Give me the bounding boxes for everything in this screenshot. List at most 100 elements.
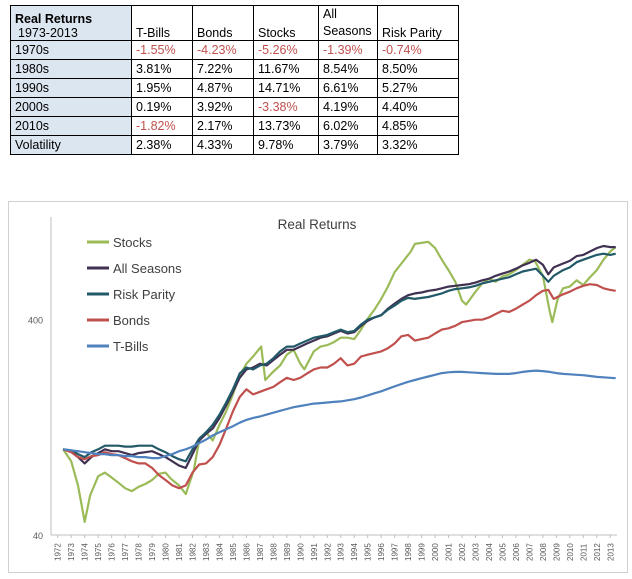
x-tick-label: 1993 (337, 543, 346, 561)
row-label: 1990s (10, 78, 132, 98)
x-tick-label: 2000 (431, 543, 440, 561)
x-tick-label: 2013 (606, 543, 615, 561)
table-cell: -0.74% (377, 40, 459, 60)
table-cell: 7.22% (192, 59, 254, 79)
table-corner-cell: Real Returns 1973-2013 (10, 5, 132, 41)
y-tick-label: 40 (33, 531, 43, 541)
x-tick-label: 2004 (485, 543, 494, 561)
x-tick-label: 2011 (579, 543, 588, 561)
table-cell: 3.81% (131, 59, 193, 79)
table-cell: 5.27% (377, 78, 459, 98)
table-cell: 4.19% (318, 97, 378, 117)
x-tick-label: 1983 (202, 543, 211, 561)
x-tick-label: 1981 (175, 543, 184, 561)
x-tick-label: 1989 (283, 543, 292, 561)
x-tick-label: 1987 (256, 543, 265, 561)
table-body: 1970s -1.55% -4.23% -5.26% -1.39% -0.74% 1980s… (10, 40, 459, 155)
x-tick-label: 1986 (242, 543, 251, 561)
column-header-all-seasons: All Seasons (318, 5, 378, 41)
x-tick-label: 2010 (566, 543, 575, 561)
x-tick-label: 2007 (525, 543, 534, 561)
table-cell: 13.73% (253, 116, 319, 136)
table-cell: 14.71% (253, 78, 319, 98)
table-cell: -5.26% (253, 40, 319, 60)
x-tick-label: 1995 (364, 543, 373, 561)
table-cell: 2.17% (192, 116, 254, 136)
row-label: 1970s (10, 40, 132, 60)
x-tick-label: 1980 (162, 543, 171, 561)
legend-label: Bonds (113, 313, 150, 328)
x-tick-label: 2001 (445, 543, 454, 561)
table-row: 1970s -1.55% -4.23% -5.26% -1.39% -0.74% (10, 40, 459, 60)
column-header-stocks: Stocks (253, 5, 319, 41)
x-tick-label: 1991 (310, 543, 319, 561)
x-tick-label: 1996 (377, 543, 386, 561)
real-returns-chart: Stocks All Seasons Risk Parity Bonds T-Bills… (28, 217, 617, 561)
x-tick-label: 2002 (458, 543, 467, 561)
table-header-row: Real Returns 1973-2013 T-Bills Bonds Sto… (10, 5, 459, 41)
x-tick-label: 1978 (135, 543, 144, 561)
x-tick-label: 1982 (189, 543, 198, 561)
column-header-bonds: Bonds (192, 5, 254, 41)
x-tick-label: 1988 (269, 543, 278, 561)
row-label: 2000s (10, 97, 132, 117)
table-cell: 2.38% (131, 135, 193, 155)
table-cell: 4.85% (377, 116, 459, 136)
table-cell: 8.50% (377, 59, 459, 79)
legend-label: Stocks (113, 235, 153, 250)
x-tick-label: 2009 (552, 543, 561, 561)
x-tick-label: 1973 (67, 543, 76, 561)
table-cell: -4.23% (192, 40, 254, 60)
table-cell: 11.67% (253, 59, 319, 79)
x-tick-label: 1997 (391, 543, 400, 561)
table-cell: 4.33% (192, 135, 254, 155)
table-cell: 4.87% (192, 78, 254, 98)
table-cell: 3.32% (377, 135, 459, 155)
table-cell: 4.40% (377, 97, 459, 117)
x-tick-label: 2012 (593, 543, 602, 561)
x-tick-label: 1979 (148, 543, 157, 561)
row-label: Volatility (10, 135, 132, 155)
series-line-stocks (62, 240, 617, 523)
legend-label: T-Bills (113, 339, 149, 354)
chart-title: Real Returns (278, 217, 357, 232)
x-tick-label: 2008 (539, 543, 548, 561)
column-header-risk-parity: Risk Parity (377, 5, 459, 41)
series-line-bonds (62, 283, 616, 490)
table-cell: -1.55% (131, 40, 193, 60)
table-cell: 0.19% (131, 97, 193, 117)
x-tick-label: 1992 (323, 543, 332, 561)
legend-label: All Seasons (113, 261, 182, 276)
table-title: Real Returns (15, 12, 93, 26)
table-cell: -1.39% (318, 40, 378, 60)
table-cell: 6.02% (318, 116, 378, 136)
table-cell: 3.92% (192, 97, 254, 117)
x-tick-label: 1985 (229, 543, 238, 561)
series-line-t-bills (62, 369, 616, 460)
column-header-tbills: T-Bills (131, 5, 193, 41)
table-cell: 1.95% (131, 78, 193, 98)
x-tick-label: 1977 (121, 543, 130, 561)
table-row: 1980s 3.81% 7.22% 11.67% 8.54% 8.50% (10, 59, 459, 79)
x-tick-label: 1975 (94, 543, 103, 561)
table-row: Volatility 2.38% 4.33% 9.78% 3.79% 3.32% (10, 135, 459, 155)
legend-label: Risk Parity (113, 287, 176, 302)
x-tick-label: 1974 (81, 543, 90, 561)
table-cell: -3.38% (253, 97, 319, 117)
table-cell: 8.54% (318, 59, 378, 79)
chart-panel: Stocks All Seasons Risk Parity Bonds T-Bills… (8, 201, 628, 573)
x-tick-label: 2005 (498, 543, 507, 561)
series-line-risk-parity (62, 252, 616, 463)
x-tick-label: 1994 (350, 543, 359, 561)
table-cell: 9.78% (253, 135, 319, 155)
table-cell: -1.82% (131, 116, 193, 136)
x-tick-label: 1990 (296, 543, 305, 561)
x-tick-label: 1999 (418, 543, 427, 561)
table-cell: 6.61% (318, 78, 378, 98)
returns-table: Real Returns 1973-2013 T-Bills Bonds Sto… (10, 5, 459, 155)
x-tick-label: 2006 (512, 543, 521, 561)
table-row: 2000s 0.19% 3.92% -3.38% 4.19% 4.40% (10, 97, 459, 117)
row-label: 2010s (10, 116, 132, 136)
table-row: 1990s 1.95% 4.87% 14.71% 6.61% 5.27% (10, 78, 459, 98)
row-label: 1980s (10, 59, 132, 79)
